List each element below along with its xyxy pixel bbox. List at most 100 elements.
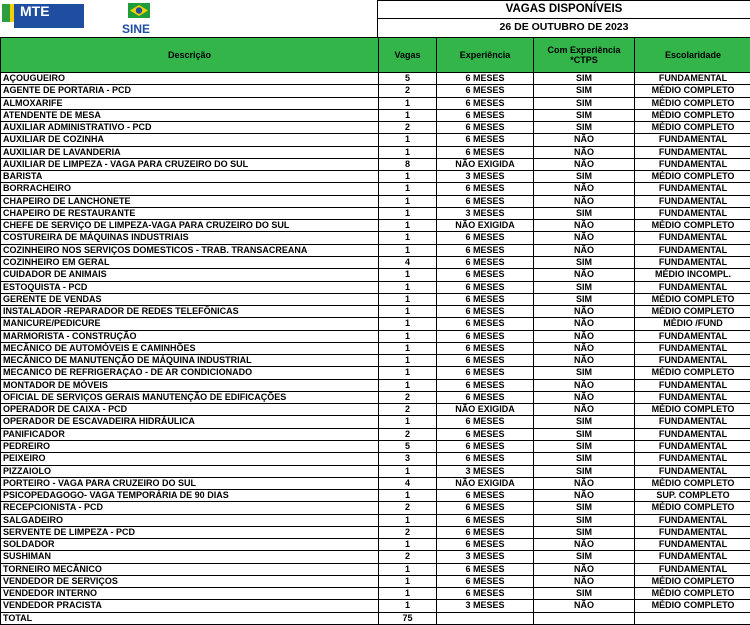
education: FUNDAMENTAL: [635, 391, 750, 404]
experience: 6 MESES: [437, 379, 533, 391]
mte-logo-text: MTE: [20, 3, 50, 19]
title-box: VAGAS DISPONÍVEIS 26 DE OUTUBRO DE 2023: [377, 0, 750, 37]
experience: NÃO EXIGIDA: [437, 220, 533, 232]
job-title: ALMOXARIFE: [1, 97, 378, 109]
vacancies: 1: [379, 207, 436, 220]
ctps: SIM: [534, 293, 634, 306]
vacancies: 2: [379, 428, 436, 440]
ctps: NÃO: [534, 232, 634, 244]
job-title: INSTALADOR -REPARADOR DE REDES TELEFÔNIC…: [1, 306, 378, 318]
experience: 6 MESES: [437, 73, 533, 85]
job-title: PEIXEIRO: [1, 453, 378, 465]
education: FUNDAMENTAL: [635, 526, 750, 539]
ctps: NÃO: [534, 330, 634, 342]
ctps: SIM: [534, 256, 634, 269]
job-title: ATENDENTE DE MESA: [1, 109, 378, 122]
vacancies: 2: [379, 502, 436, 514]
vacancies: 1: [379, 588, 436, 600]
ctps: SIM: [534, 428, 634, 440]
job-title: VENDEDOR PRACISTA: [1, 600, 378, 612]
experience: 6 MESES: [437, 134, 533, 146]
vacancies: 4: [379, 256, 436, 269]
sine-flag-circle: [135, 7, 143, 14]
mte-logo-box: [14, 4, 84, 28]
vacancies: 1: [379, 465, 436, 477]
job-title: RECEPCIONISTA - PCD: [1, 502, 378, 514]
experience: 6 MESES: [437, 269, 533, 281]
vacancies: 1: [379, 97, 436, 109]
experience: 6 MESES: [437, 514, 533, 526]
education: FUNDAMENTAL: [635, 256, 750, 269]
vacancies: 2: [379, 551, 436, 563]
job-title: SERVENTE DE LIMPEZA - PCD: [1, 526, 378, 539]
education: MÉDIO COMPLETO: [635, 477, 750, 490]
ctps: SIM: [534, 551, 634, 563]
vacancies: 5: [379, 73, 436, 85]
vacancies: 1: [379, 195, 436, 207]
experience: 6 MESES: [437, 85, 533, 97]
vacancies: 2: [379, 404, 436, 416]
vacancies: 1: [379, 306, 436, 318]
jobs-table: Descrição Vagas Experiência Com Experiência…: [0, 37, 750, 625]
vacancies: 1: [379, 244, 436, 256]
job-title: BORRACHEIRO: [1, 183, 378, 195]
job-title: AUXILIAR DE LIMPEZA - VAGA PARA CRUZEIRO…: [1, 158, 378, 171]
experience: 6 MESES: [437, 183, 533, 195]
experience: 6 MESES: [437, 490, 533, 502]
ctps: SIM: [534, 416, 634, 428]
empty-cell: [437, 612, 533, 624]
experience: 6 MESES: [437, 256, 533, 269]
vacancies: 1: [379, 600, 436, 612]
vacancies: 1: [379, 109, 436, 122]
education: FUNDAMENTAL: [635, 465, 750, 477]
education: MÉDIO COMPLETO: [635, 97, 750, 109]
job-title: MARMORISTA - CONSTRUÇÃO: [1, 330, 378, 342]
vacancies: 1: [379, 146, 436, 158]
job-title: SUSHIMAN: [1, 551, 378, 563]
vacancies: 1: [379, 539, 436, 551]
job-title: AGENTE DE PORTARIA - PCD: [1, 85, 378, 97]
vacancies: 1: [379, 330, 436, 342]
education: MÉDIO COMPLETO: [635, 109, 750, 122]
vacancies: 1: [379, 416, 436, 428]
vacancies: 1: [379, 514, 436, 526]
job-title: AUXILIAR ADMINISTRATIVO - PCD: [1, 122, 378, 134]
experience: 3 MESES: [437, 171, 533, 183]
experience: 3 MESES: [437, 465, 533, 477]
vacancies: 2: [379, 526, 436, 539]
vacancies: 1: [379, 490, 436, 502]
education: FUNDAMENTAL: [635, 158, 750, 171]
experience: 6 MESES: [437, 318, 533, 330]
job-title: PEDREIRO: [1, 440, 378, 453]
ctps: SIM: [534, 73, 634, 85]
vacancies: 1: [379, 367, 436, 379]
education: FUNDAMENTAL: [635, 195, 750, 207]
ctps: NÃO: [534, 575, 634, 588]
education: FUNDAMENTAL: [635, 342, 750, 355]
experience: 6 MESES: [437, 453, 533, 465]
education: MÉDIO COMPLETO: [635, 575, 750, 588]
ctps: NÃO: [534, 391, 634, 404]
experience: 6 MESES: [437, 563, 533, 575]
ctps: NÃO: [534, 342, 634, 355]
vacancies: 2: [379, 391, 436, 404]
education: FUNDAMENTAL: [635, 379, 750, 391]
ctps: SIM: [534, 526, 634, 539]
vacancies: 5: [379, 440, 436, 453]
job-title: OPERADOR DE CAIXA - PCD: [1, 404, 378, 416]
experience: 6 MESES: [437, 391, 533, 404]
education: MÉDIO COMPLETO: [635, 600, 750, 612]
column-header: Experiência: [437, 38, 533, 72]
education: FUNDAMENTAL: [635, 428, 750, 440]
ctps: NÃO: [534, 134, 634, 146]
vacancies: 1: [379, 281, 436, 293]
column-header: Escolaridade: [635, 38, 750, 72]
experience: 6 MESES: [437, 293, 533, 306]
vacancies: 1: [379, 293, 436, 306]
ctps: NÃO: [534, 379, 634, 391]
experience: 6 MESES: [437, 526, 533, 539]
job-title: MECÂNICO DE MANUTENÇÃO DE MÁQUINA INDUST…: [1, 355, 378, 367]
education: FUNDAMENTAL: [635, 183, 750, 195]
date: 26 DE OUTUBRO DE 2023: [378, 18, 750, 36]
education: FUNDAMENTAL: [635, 355, 750, 367]
